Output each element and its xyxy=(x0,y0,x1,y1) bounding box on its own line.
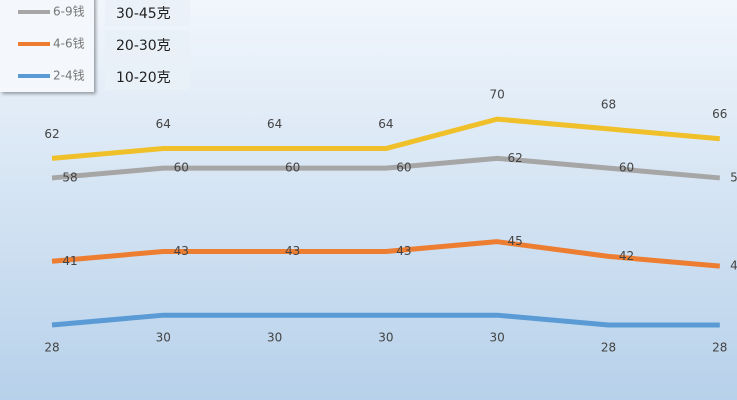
data-label: 28 xyxy=(44,341,59,355)
legend-alt-label: 20-30克 xyxy=(116,38,171,54)
legend-alt-label: 30-45克 xyxy=(116,6,171,22)
data-label: 30 xyxy=(378,331,393,345)
series-line xyxy=(51,116,721,161)
data-label: 60 xyxy=(396,161,411,175)
legend-label: 6-9钱 xyxy=(53,4,85,19)
data-label: 64 xyxy=(267,117,282,131)
legend-alt-label: 10-20克 xyxy=(116,70,171,86)
legend-label: 4-6钱 xyxy=(53,36,85,51)
data-label: 70 xyxy=(490,88,505,102)
data-label: 41 xyxy=(62,254,77,268)
data-label: 30 xyxy=(156,331,171,345)
data-label: 30 xyxy=(490,331,505,345)
data-label: 28 xyxy=(712,341,727,355)
data-label: 62 xyxy=(44,127,59,141)
data-label: 58 xyxy=(62,170,77,184)
data-label: 40 xyxy=(730,259,737,273)
series-line xyxy=(51,239,721,269)
data-label: 43 xyxy=(396,244,411,258)
legend-cell xyxy=(105,0,190,26)
data-label: 64 xyxy=(156,117,171,131)
data-label: 30 xyxy=(267,331,282,345)
legend-cell xyxy=(105,62,190,90)
series-line xyxy=(51,155,721,181)
data-label: 42 xyxy=(619,249,634,263)
data-label: 43 xyxy=(285,244,300,258)
data-label: 62 xyxy=(508,151,523,165)
data-label: 64 xyxy=(378,117,393,131)
data-label: 58 xyxy=(730,170,737,184)
data-label: 60 xyxy=(285,161,300,175)
data-label: 45 xyxy=(508,234,523,248)
data-label: 60 xyxy=(619,161,634,175)
data-label: 66 xyxy=(712,107,727,121)
data-label: 28 xyxy=(601,341,616,355)
legend-cell xyxy=(105,30,190,58)
series-line xyxy=(51,312,720,328)
data-label: 68 xyxy=(601,97,616,111)
data-label: 43 xyxy=(174,244,189,258)
legend-label: 2-4钱 xyxy=(53,68,85,83)
data-label: 60 xyxy=(174,161,189,175)
